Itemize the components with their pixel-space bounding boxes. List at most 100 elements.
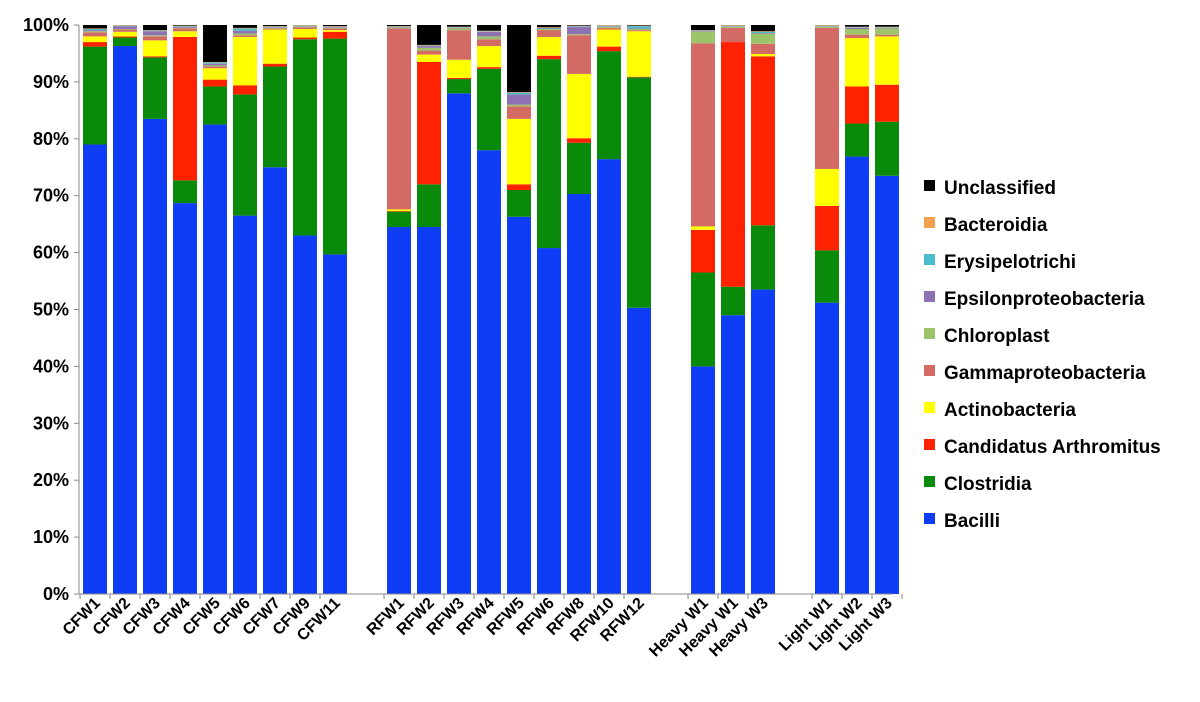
bar-segment-bacteroidia xyxy=(597,25,621,26)
bar-segment-erysipelotrichi xyxy=(815,25,839,27)
bar-segment-clostridia xyxy=(387,211,411,227)
bar-segment-chloroplast xyxy=(507,104,531,107)
bar-segment-clostridia xyxy=(143,57,167,119)
bar-segment-bacteroidia xyxy=(233,27,257,29)
bar-segment-bacilli xyxy=(507,216,531,594)
bar-segment-chloroplast xyxy=(83,31,107,33)
bar-segment-candidatus-arthromitus xyxy=(113,36,137,38)
bar-segment-candidatus-arthromitus xyxy=(263,63,287,67)
bar-segment-bacilli xyxy=(477,150,501,594)
bar-segment-bacilli xyxy=(203,124,227,594)
bar-segment-candidatus-arthromitus xyxy=(323,31,347,39)
y-tick-label: 100% xyxy=(23,15,69,35)
bar-segment-candidatus-arthromitus xyxy=(845,86,869,124)
bar-segment-candidatus-arthromitus xyxy=(477,67,501,69)
bar-segment-clostridia xyxy=(417,184,441,227)
bar-segment-chloroplast xyxy=(627,28,651,31)
bar-segment-erysipelotrichi xyxy=(721,25,745,27)
bar-segment-bacilli xyxy=(627,307,651,594)
bar-segment-erysipelotrichi xyxy=(83,28,107,31)
bar-segment-erysipelotrichi xyxy=(567,26,591,27)
bar-segment-clostridia xyxy=(203,86,227,125)
bar-segment-actinobacteria xyxy=(691,226,715,230)
bar-segment-epsilonproteobacteria xyxy=(263,27,287,28)
bar-segment-clostridia xyxy=(173,180,197,204)
bar-segment-bacteroidia xyxy=(387,26,411,27)
bar-segment-gammaproteobacteria xyxy=(537,30,561,37)
bar-segment-clostridia xyxy=(815,250,839,303)
bar-segment-bacteroidia xyxy=(323,26,347,27)
bar-segment-gammaproteobacteria xyxy=(417,50,441,55)
legend-swatch xyxy=(924,439,935,450)
bar-segment-actinobacteria xyxy=(233,36,257,86)
bar-segment-unclassified xyxy=(417,25,441,45)
bar-segment-erysipelotrichi xyxy=(113,25,137,27)
bar-segment-clostridia xyxy=(233,94,257,216)
bar-segment-actinobacteria xyxy=(845,38,869,87)
bar-segment-chloroplast xyxy=(815,26,839,28)
bar-segment-clostridia xyxy=(751,225,775,290)
bar-segment-gammaproteobacteria xyxy=(233,35,257,37)
bar-segment-bacilli xyxy=(113,46,137,595)
legend-label: Bacteroidia xyxy=(944,215,1048,236)
bar-segment-gammaproteobacteria xyxy=(323,28,347,31)
bar-segment-bacteroidia xyxy=(721,25,745,26)
bar-segment-clostridia xyxy=(691,272,715,367)
bar-segment-unclassified xyxy=(845,25,869,27)
bar-segment-erysipelotrichi xyxy=(387,26,411,28)
bar-segment-gammaproteobacteria xyxy=(815,27,839,169)
bar-segment-chloroplast xyxy=(691,31,715,44)
bar-segment-candidatus-arthromitus xyxy=(83,42,107,47)
bar-segment-epsilonproteobacteria xyxy=(447,27,471,29)
y-tick-label: 60% xyxy=(33,243,69,263)
bar-segment-clostridia xyxy=(113,37,137,47)
bar-segment-actinobacteria xyxy=(447,59,471,78)
bar-segment-unclassified xyxy=(387,25,411,27)
bar-segment-bacteroidia xyxy=(815,25,839,26)
legend-swatch xyxy=(924,328,935,339)
bar-segment-bacteroidia xyxy=(507,92,531,93)
bar-segment-erysipelotrichi xyxy=(447,27,471,28)
bar-segment-bacteroidia xyxy=(477,30,501,32)
bar-segment-epsilonproteobacteria xyxy=(203,63,227,66)
bar-segment-clostridia xyxy=(875,121,899,176)
legend-swatch xyxy=(924,402,935,413)
bar-segment-bacteroidia xyxy=(751,31,775,32)
bar-segment-erysipelotrichi xyxy=(323,26,347,28)
y-tick-label: 40% xyxy=(33,356,69,376)
bar-segment-erysipelotrichi xyxy=(293,25,317,27)
bar-segment-gammaproteobacteria xyxy=(507,106,531,119)
bar-segment-unclassified xyxy=(203,25,227,62)
legend-swatch xyxy=(924,365,935,376)
y-tick-label: 90% xyxy=(33,72,69,92)
bar-segment-bacilli xyxy=(751,289,775,594)
bar-segment-erysipelotrichi xyxy=(845,27,869,28)
bar-segment-candidatus-arthromitus xyxy=(691,229,715,273)
bar-segment-gammaproteobacteria xyxy=(113,29,137,32)
bar-segment-actinobacteria xyxy=(173,31,197,37)
bar-segment-epsilonproteobacteria xyxy=(113,26,137,29)
bar-segment-gammaproteobacteria xyxy=(263,28,287,30)
bar-segment-actinobacteria xyxy=(417,54,441,62)
bar-segment-erysipelotrichi xyxy=(477,31,501,32)
bar-segment-bacilli xyxy=(233,215,257,595)
bar-segment-unclassified xyxy=(537,25,561,28)
bar-segment-bacilli xyxy=(83,144,107,595)
bar-segment-bacilli xyxy=(815,302,839,594)
bar-segment-unclassified xyxy=(507,25,531,93)
bar-segment-actinobacteria xyxy=(815,168,839,206)
bar-segment-gammaproteobacteria xyxy=(875,34,899,37)
bar-segment-candidatus-arthromitus xyxy=(143,56,167,58)
bar-segment-candidatus-arthromitus xyxy=(627,76,651,78)
bar-segment-unclassified xyxy=(263,25,287,27)
bar-segment-clostridia xyxy=(507,190,531,217)
bar-segment-gammaproteobacteria xyxy=(387,28,411,210)
bar-segment-actinobacteria xyxy=(567,73,591,139)
bar-segment-actinobacteria xyxy=(323,30,347,32)
bar-segment-bacilli xyxy=(173,203,197,594)
bar-segment-epsilonproteobacteria xyxy=(293,26,317,27)
bar-segment-epsilonproteobacteria xyxy=(323,27,347,28)
bar-segment-bacteroidia xyxy=(83,28,107,29)
